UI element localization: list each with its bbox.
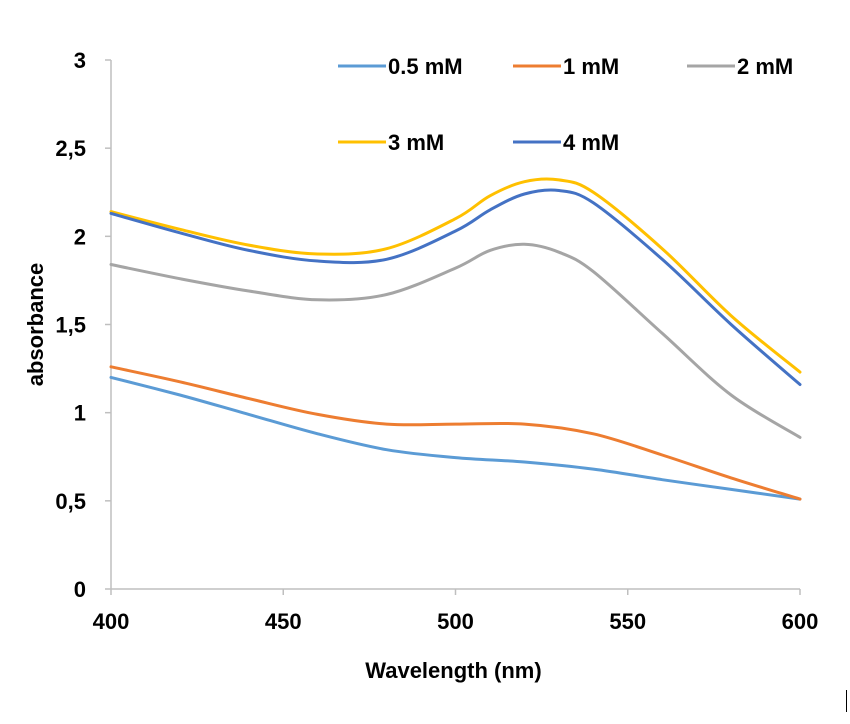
legend: 0.5 mM 1 mM 2 mM 3 mM 4 mM [338, 54, 793, 155]
x-axis-title: Wavelength (nm) [365, 658, 541, 683]
series-line-3-mm [109, 177, 802, 374]
x-tick-label: 500 [437, 609, 474, 634]
y-axis-title: absorbance [23, 263, 48, 387]
y-tick-label: 1 [74, 401, 86, 426]
series-line-1-mm [109, 365, 802, 501]
legend-label-1-mm: 1 mM [563, 54, 619, 79]
legend-label-2-mm: 2 mM [737, 54, 793, 79]
y-tick-label: 2,5 [55, 136, 86, 161]
y-tick-label: 3 [74, 48, 86, 73]
y-tick-label: 0 [74, 577, 86, 602]
legend-label-3-mm: 3 mM [388, 130, 444, 155]
y-tick-label: 2 [74, 224, 86, 249]
plot-area: 0 0,5 1 1,5 2 2,5 3 400 450 500 550 600 [55, 48, 818, 634]
y-tick-label: 1,5 [55, 313, 86, 338]
x-tick-label: 600 [782, 609, 819, 634]
x-tick-label: 400 [93, 609, 130, 634]
y-axis-ticks: 0 0,5 1 1,5 2 2,5 3 [55, 48, 111, 602]
series-line-2-mm [109, 242, 802, 439]
series-line-4-mm [109, 188, 802, 386]
text-cursor [846, 690, 847, 712]
x-tick-label: 550 [609, 609, 646, 634]
x-tick-label: 450 [265, 609, 302, 634]
legend-label-4-mm: 4 mM [563, 130, 619, 155]
y-tick-label: 0,5 [55, 489, 86, 514]
series-line-0-5-mm [109, 375, 802, 501]
series-lines [109, 177, 802, 501]
legend-label-0-5-mm: 0.5 mM [388, 54, 463, 79]
x-axis-ticks: 400 450 500 550 600 [93, 589, 819, 634]
